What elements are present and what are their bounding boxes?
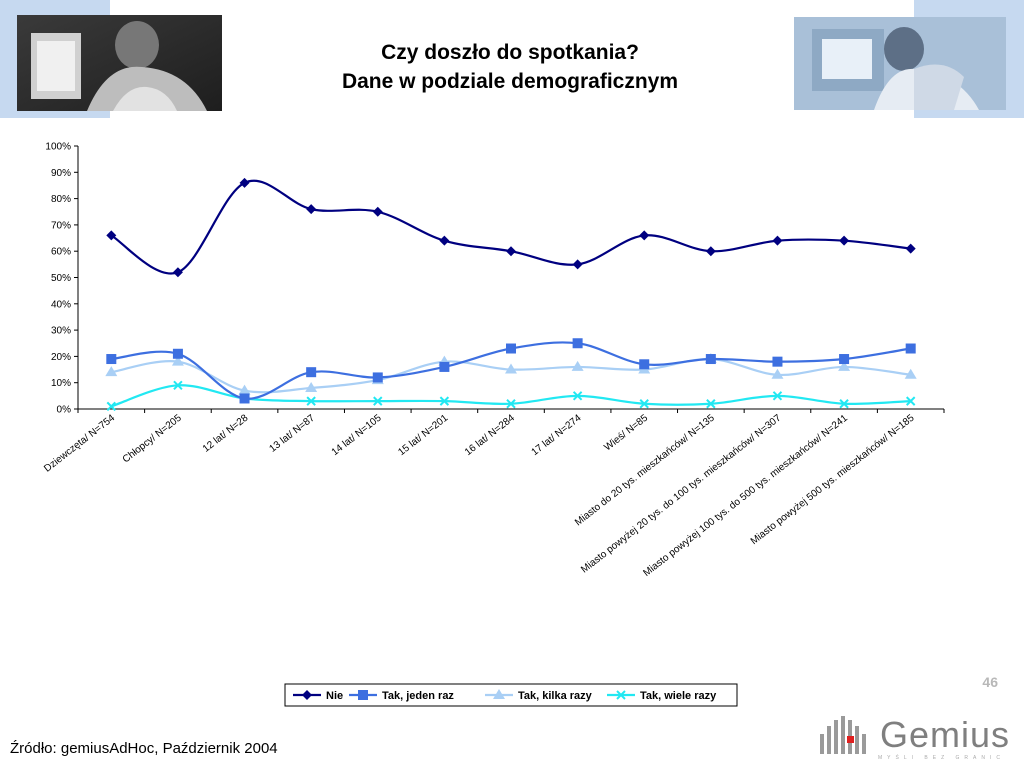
data-point-nie (705, 246, 716, 257)
data-point-nie (506, 246, 516, 257)
data-point-jeden (572, 338, 583, 349)
logo-bars-icon (820, 716, 866, 754)
slide-title: Czy doszło do spotkania? Dane w podziale… (240, 38, 780, 96)
data-point-nie (905, 243, 916, 254)
x-tick-label: 16 lat/ N=284 (463, 412, 517, 458)
data-point-jeden (705, 354, 716, 365)
legend-label: Tak, wiele razy (640, 690, 717, 702)
logo-wordmark: Gemius (880, 714, 1011, 755)
data-point-kilka (771, 368, 784, 379)
x-tick-label: 12 lat/ N=28 (201, 412, 251, 454)
data-point-kilka (838, 360, 851, 371)
data-point-jeden (372, 372, 383, 383)
x-tick-label: Dziewczęta/ N=754 (42, 412, 117, 474)
gemius-logo: Gemius MYŚLI BEZ GRANIC (818, 712, 1024, 762)
y-tick-label: 60% (51, 247, 71, 258)
data-point-nie (106, 230, 117, 241)
data-point-nie (639, 230, 650, 241)
x-tick-label: 14 lat/ N=105 (330, 412, 384, 458)
photo-boy-at-computer (17, 15, 222, 111)
data-point-jeden (905, 343, 916, 354)
data-point-wiele (173, 380, 183, 391)
data-point-jeden (306, 367, 317, 378)
y-tick-label: 50% (51, 273, 71, 284)
y-tick-label: 90% (51, 168, 71, 179)
data-point-nie (372, 206, 383, 217)
data-point-wiele (572, 391, 583, 401)
data-point-nie (839, 235, 850, 246)
logo-tagline: MYŚLI BEZ GRANIC (878, 755, 1005, 761)
source-note: Źródło: gemiusAdHoc, Październik 2004 (10, 740, 278, 757)
data-point-kilka (171, 355, 184, 366)
data-point-kilka (505, 363, 517, 374)
legend-swatch-marker (302, 690, 312, 700)
legend-label: Tak, jeden raz (382, 690, 454, 702)
y-tick-label: 10% (51, 378, 71, 389)
data-point-wiele (106, 401, 117, 412)
line-chart: 0% 10% 20% 30% 40% 50% 60% 70% 80% 90% 100% Dziewcz… (42, 142, 945, 707)
legend-swatch-marker (493, 689, 505, 699)
data-point-jeden (172, 348, 183, 359)
data-point-jeden (506, 343, 516, 354)
data-point-jeden (106, 354, 117, 365)
data-point-kilka (904, 368, 917, 379)
data-point-wiele (839, 399, 849, 409)
data-point-jeden (772, 356, 783, 367)
y-tick-label: 0% (57, 405, 72, 416)
y-tick-label: 40% (51, 299, 71, 310)
x-tick-label: Wieś/ N=85 (602, 412, 650, 453)
y-tick-label: 70% (51, 220, 71, 231)
data-point-kilka (105, 366, 118, 377)
data-point-nie (772, 235, 783, 246)
legend-label: Nie (326, 690, 343, 702)
data-point-kilka (238, 384, 251, 395)
data-point-wiele (772, 391, 783, 401)
x-tick-label: Miasto do 20 tys. mieszkańców/ N=135 (573, 412, 717, 528)
data-point-jeden (239, 393, 250, 404)
data-point-kilka (305, 381, 318, 392)
data-point-wiele (373, 396, 383, 406)
data-point-wiele (639, 399, 649, 409)
y-tick-label: 30% (51, 326, 71, 337)
page-number: 46 (982, 674, 998, 690)
legend-label: Tak, kilka razy (518, 690, 593, 702)
data-point-jeden (839, 354, 850, 365)
data-point-jeden (639, 359, 650, 370)
x-tick-label: Chłopcy/ N=205 (121, 412, 184, 465)
data-point-nie (439, 235, 450, 246)
data-point-nie (572, 259, 583, 270)
y-tick-label: 100% (45, 142, 71, 153)
x-tick-label: 17 lat/ N=274 (530, 412, 584, 458)
x-tick-label: 15 lat/ N=201 (396, 412, 450, 458)
data-point-wiele (439, 396, 450, 406)
photo-girl-at-computer (794, 17, 1006, 110)
data-point-wiele (905, 396, 916, 406)
y-tick-label: 80% (51, 194, 71, 205)
title-line-2: Dane w podziale demograficznym (341, 70, 679, 93)
x-tick-label: 13 lat/ N=87 (268, 412, 318, 454)
data-point-nie (172, 267, 183, 278)
data-point-wiele (506, 399, 516, 409)
series-line-nie (110, 179, 911, 275)
data-point-jeden (439, 361, 450, 372)
y-tick-label: 20% (51, 352, 71, 363)
data-point-kilka (571, 360, 584, 371)
legend-swatch-marker (616, 690, 626, 700)
data-point-nie (306, 204, 317, 215)
data-point-wiele (306, 396, 316, 406)
title-line-1: Czy doszło do spotkania? (381, 41, 639, 64)
legend-swatch-marker (358, 690, 368, 700)
data-point-nie (239, 177, 250, 188)
data-point-wiele (706, 399, 716, 409)
